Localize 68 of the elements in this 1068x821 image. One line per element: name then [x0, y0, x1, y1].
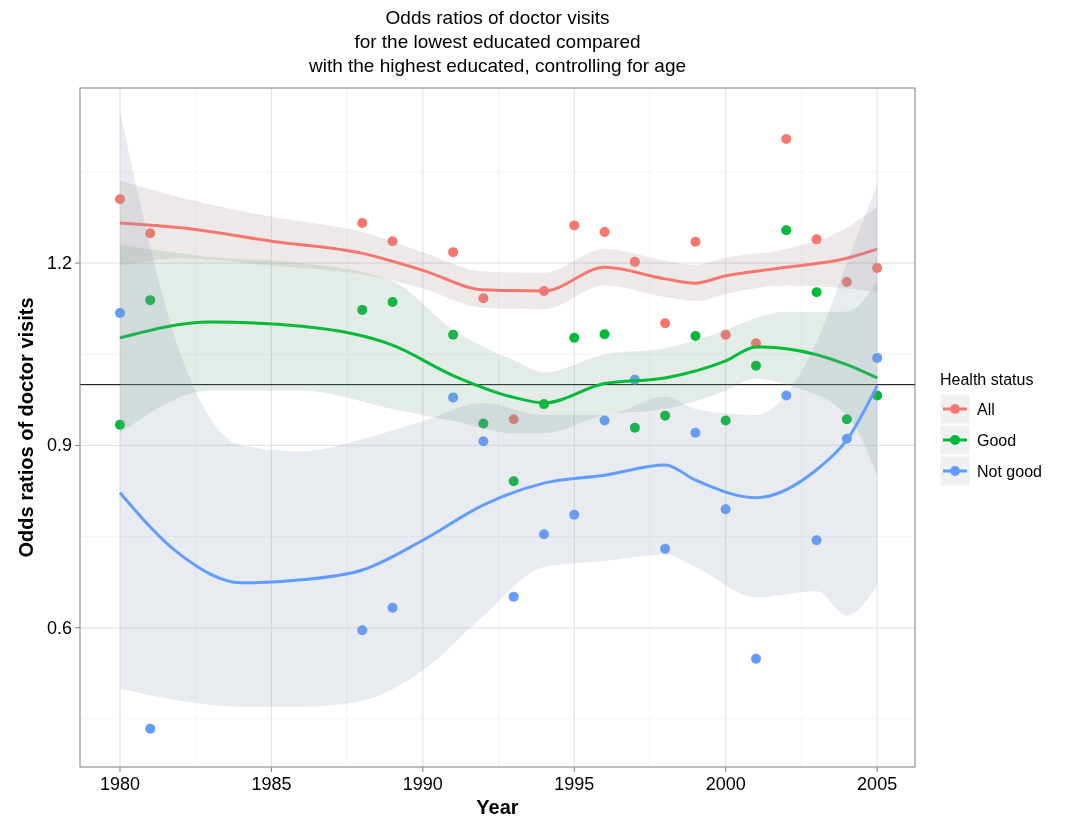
- y-axis-title: Odds ratios of doctor visits: [15, 297, 37, 558]
- point: [387, 236, 398, 247]
- point: [781, 225, 792, 236]
- y-tick-label: 1.2: [46, 253, 72, 274]
- point: [751, 653, 761, 664]
- point: [357, 304, 368, 315]
- point: [145, 723, 156, 734]
- point: [357, 217, 368, 228]
- point: [357, 625, 368, 636]
- point: [841, 414, 852, 425]
- point: [448, 392, 459, 403]
- point: [114, 307, 125, 318]
- point: [508, 414, 519, 425]
- x-tick-label: 1985: [251, 774, 292, 794]
- point: [690, 236, 701, 247]
- point: [508, 476, 519, 487]
- point: [629, 422, 640, 433]
- point: [690, 427, 701, 438]
- y-tick-label: 0.6: [46, 617, 72, 638]
- x-tick-label: 2000: [705, 774, 746, 794]
- point: [599, 227, 610, 238]
- point: [872, 352, 883, 363]
- point: [448, 329, 459, 340]
- point: [781, 134, 792, 145]
- y-tick-label: 0.9: [46, 435, 72, 456]
- point: [660, 318, 671, 329]
- point: [720, 329, 731, 340]
- point: [690, 331, 701, 342]
- point: [569, 332, 580, 343]
- chart-title: Odds ratios of doctor visits for the lowest educated compared with the highest educated, controlling for age: [307, 7, 687, 76]
- point: [538, 529, 549, 540]
- x-tick-label: 2005: [857, 774, 898, 794]
- point: [720, 504, 731, 515]
- point: [811, 287, 822, 298]
- point: [569, 509, 580, 520]
- x-tick-label: 1990: [402, 774, 443, 794]
- legend-title: Health status: [940, 371, 1034, 388]
- point: [478, 293, 489, 304]
- point: [387, 602, 398, 613]
- legend-label: Not good: [977, 463, 1042, 480]
- point: [448, 247, 459, 258]
- point: [569, 220, 580, 231]
- point: [872, 262, 883, 273]
- x-axis-title: Year: [476, 796, 519, 818]
- point: [660, 410, 671, 421]
- line-series: [118, 384, 879, 585]
- legend-label: Good: [977, 432, 1017, 449]
- point: [114, 194, 125, 205]
- legend-label: All: [977, 401, 995, 418]
- point: [811, 535, 822, 546]
- point: [781, 390, 792, 401]
- point: [478, 418, 489, 429]
- point: [720, 415, 731, 426]
- point: [599, 329, 610, 340]
- point: [478, 436, 489, 447]
- x-tick-label: 1995: [554, 774, 595, 794]
- point: [145, 295, 156, 306]
- point: [114, 419, 125, 430]
- point: [660, 543, 671, 554]
- point: [841, 276, 852, 287]
- point: [811, 234, 822, 245]
- point: [629, 256, 640, 267]
- x-tick-label: 1980: [99, 774, 140, 794]
- point: [145, 228, 156, 239]
- point: [387, 296, 398, 307]
- point: [599, 415, 610, 426]
- point: [508, 591, 519, 602]
- point: [751, 360, 761, 371]
